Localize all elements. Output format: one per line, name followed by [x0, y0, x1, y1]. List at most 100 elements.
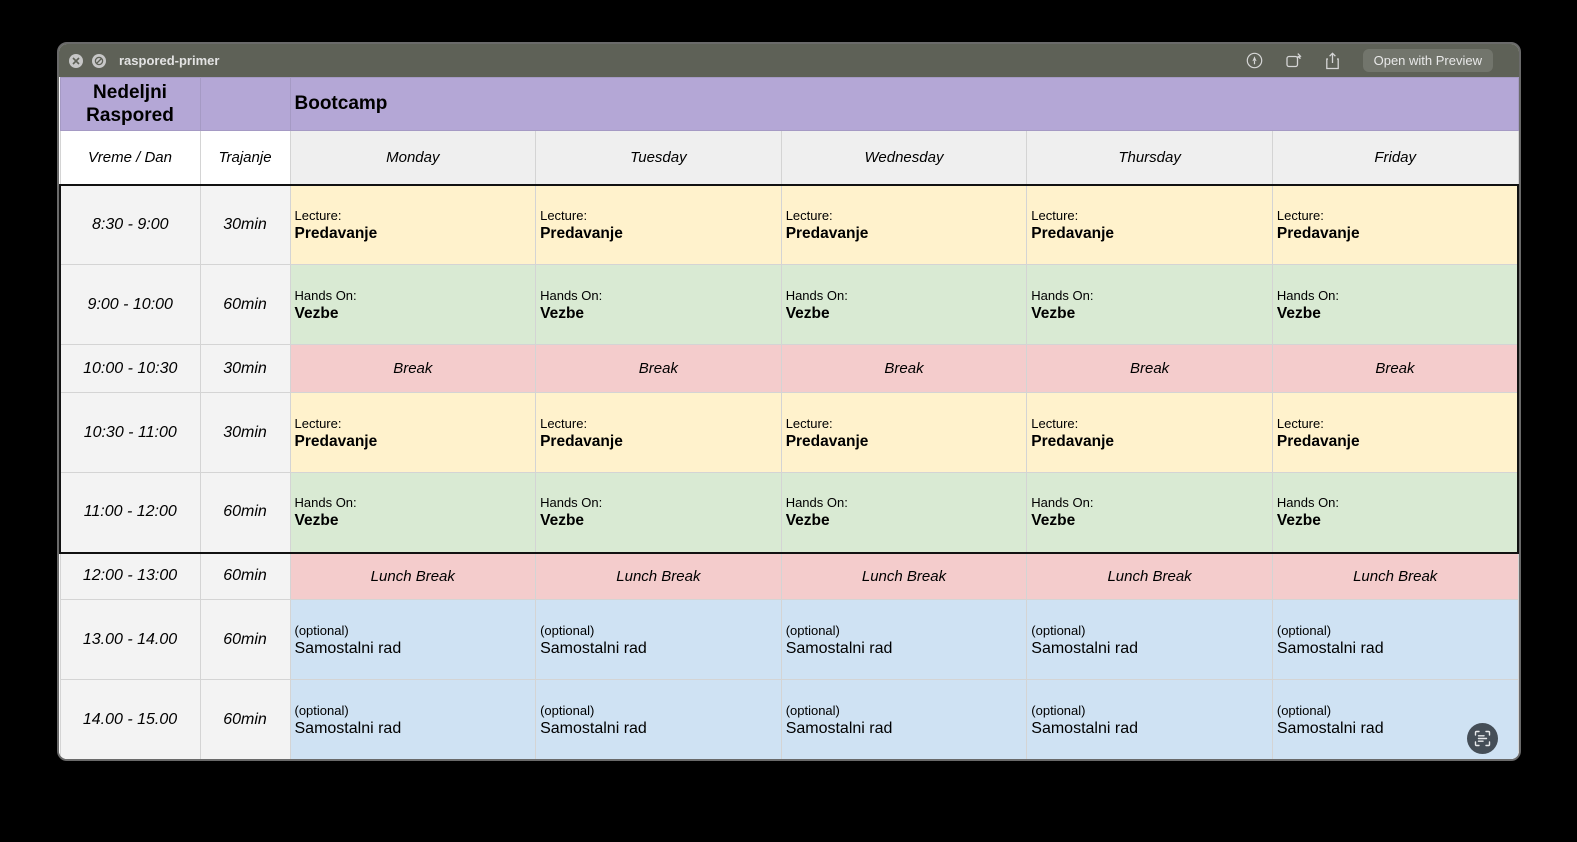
schedule-subtitle: Bootcamp — [289, 77, 1519, 131]
cell-kind: Lecture: — [540, 207, 588, 223]
lunch-break-cell: Lunch Break — [780, 552, 1028, 600]
blocked-icon[interactable] — [92, 53, 106, 68]
window-title: raspored-primer — [119, 53, 220, 68]
live-text-button[interactable] — [1467, 723, 1498, 754]
cell-kind: (optional) — [540, 703, 595, 718]
cell-kind: Lecture: — [785, 207, 833, 223]
hands-on-cell: Hands On: Vezbe — [535, 264, 782, 345]
purple-header-row: Nedeljni Raspored Bootcamp — [59, 77, 1519, 131]
hands-on-cell: Hands On: Vezbe — [289, 472, 537, 553]
cell-title: Predavanje — [785, 432, 869, 450]
cell-title: Predavanje — [1031, 432, 1114, 450]
hands-on-cell: Hands On: Vezbe — [535, 472, 782, 553]
optional-cell: (optional) Samostalni rad — [535, 679, 782, 759]
cell-title: Predavanje — [1276, 224, 1360, 242]
optional-cell: (optional) Samostalni rad — [535, 599, 782, 680]
cell-kind: Hands On: — [1276, 495, 1340, 511]
cell-title: Predavanje — [540, 224, 623, 242]
duration-cell: 30min — [199, 392, 291, 473]
cell-title: Vezbe — [294, 304, 339, 322]
cell-title: Predavanje — [785, 224, 869, 242]
optional-cell: (optional) Samostalni rad — [780, 679, 1028, 759]
cell-title: Vezbe — [1276, 304, 1321, 322]
day-header-thursday: Thursday — [1026, 130, 1273, 186]
cell-kind: (optional) — [294, 703, 349, 718]
cell-title: Predavanje — [1031, 224, 1114, 242]
optional-cell: (optional) Samostalni rad — [1026, 679, 1273, 759]
duration-cell: 60min — [199, 472, 291, 553]
cell-kind: Lecture: — [540, 415, 588, 431]
rotate-icon[interactable] — [1285, 52, 1303, 70]
cell-kind: Hands On: — [540, 287, 603, 303]
cell-title: Samostalni rad — [294, 720, 402, 737]
cell-title: Vezbe — [540, 304, 585, 322]
lecture-cell: Lecture: Predavanje — [1271, 392, 1519, 473]
cell-title: Samostalni rad — [1031, 639, 1138, 657]
optional-cell: (optional) Samostalni rad — [1271, 599, 1519, 680]
lunch-break-cell: Lunch Break — [289, 552, 537, 600]
lecture-cell: Lecture: Predavanje — [1271, 184, 1519, 265]
cell-title: Samostalni rad — [1276, 720, 1384, 737]
hands-on-cell: Hands On: Vezbe — [1026, 472, 1273, 553]
duration-cell: 60min — [199, 679, 291, 759]
time-cell: 12:00 - 13:00 — [59, 552, 201, 600]
close-icon[interactable] — [69, 53, 83, 68]
markup-pen-icon[interactable] — [1246, 52, 1264, 70]
hands-on-cell: Hands On: Vezbe — [1271, 472, 1519, 553]
cell-title: Vezbe — [1031, 512, 1076, 530]
schedule-row-optional-2: 14.00 - 15.00 60min (optional) Samostalni… — [59, 679, 1519, 759]
optional-cell: (optional) Samostalni rad — [289, 599, 537, 680]
lecture-cell: Lecture: Predavanje — [535, 392, 782, 473]
spreadsheet-preview: Nedeljni Raspored Bootcamp Vreme / Dan T… — [59, 77, 1519, 759]
cell-title: Samostalni rad — [540, 639, 647, 657]
schedule-row-break: 10:00 - 10:30 30min Break Break Break Br… — [59, 344, 1519, 393]
cell-kind: Hands On: — [1031, 495, 1094, 511]
time-cell: 9:00 - 10:00 — [59, 264, 201, 345]
hands-on-cell: Hands On: Vezbe — [1271, 264, 1519, 345]
schedule-row-lecture-2: 10:30 - 11:00 30min Lecture: Predavanje L… — [59, 392, 1519, 473]
cell-title: Predavanje — [294, 432, 378, 450]
cell-title: Vezbe — [294, 512, 339, 530]
cell-kind: (optional) — [785, 703, 840, 718]
afternoon-block: 12:00 - 13:00 60min Lunch Break Lunch Br… — [59, 552, 1519, 759]
lecture-cell: Lecture: Predavanje — [1026, 392, 1273, 473]
open-with-preview-button[interactable]: Open with Preview — [1362, 49, 1493, 72]
day-header-tuesday: Tuesday — [535, 130, 782, 186]
hands-on-cell: Hands On: Vezbe — [1026, 264, 1273, 345]
time-cell: 14.00 - 15.00 — [59, 679, 201, 759]
lunch-break-cell: Lunch Break — [535, 552, 782, 600]
quicklook-window: raspored-primer — [57, 42, 1521, 761]
title-bar[interactable]: raspored-primer — [59, 44, 1519, 77]
cell-kind: Lecture: — [1031, 415, 1079, 431]
cell-title: Vezbe — [540, 512, 585, 530]
cell-kind: Lecture: — [1031, 207, 1079, 223]
cell-title: Vezbe — [1276, 512, 1321, 530]
live-text-icon — [1474, 730, 1491, 747]
share-icon[interactable] — [1324, 51, 1342, 70]
cell-kind: Lecture: — [785, 415, 833, 431]
cell-title: Samostalni rad — [1276, 639, 1384, 657]
cell-kind: Hands On: — [540, 495, 603, 511]
empty-header-cell — [199, 77, 291, 131]
cell-kind: Lecture: — [1276, 207, 1324, 223]
optional-cell: (optional) Samostalni rad — [289, 679, 537, 759]
time-cell: 10:00 - 10:30 — [59, 344, 201, 393]
time-cell: 13.00 - 14.00 — [59, 599, 201, 680]
day-header-monday: Monday — [289, 130, 537, 186]
cell-kind: Hands On: — [294, 287, 357, 303]
time-cell: 8:30 - 9:00 — [59, 184, 201, 265]
break-cell: Break — [1271, 344, 1519, 393]
cell-title: Vezbe — [785, 512, 830, 530]
schedule-row-lecture-1: 8:30 - 9:00 30min Lecture: Predavanje Lec… — [59, 184, 1519, 265]
cell-title: Predavanje — [1276, 432, 1360, 450]
cell-kind: (optional) — [1276, 703, 1332, 718]
cell-title: Vezbe — [1031, 304, 1076, 322]
cell-kind: Hands On: — [785, 495, 848, 511]
schedule-row-lunch: 12:00 - 13:00 60min Lunch Break Lunch Br… — [59, 552, 1519, 600]
cell-kind: Lecture: — [294, 207, 342, 223]
morning-block: 8:30 - 9:00 30min Lecture: Predavanje Lec… — [59, 184, 1519, 553]
cell-kind: Hands On: — [1276, 287, 1340, 303]
cell-title: Predavanje — [294, 224, 378, 242]
schedule-row-handson-2: 11:00 - 12:00 60min Hands On: Vezbe Hands… — [59, 472, 1519, 553]
duration-cell: 60min — [199, 264, 291, 345]
